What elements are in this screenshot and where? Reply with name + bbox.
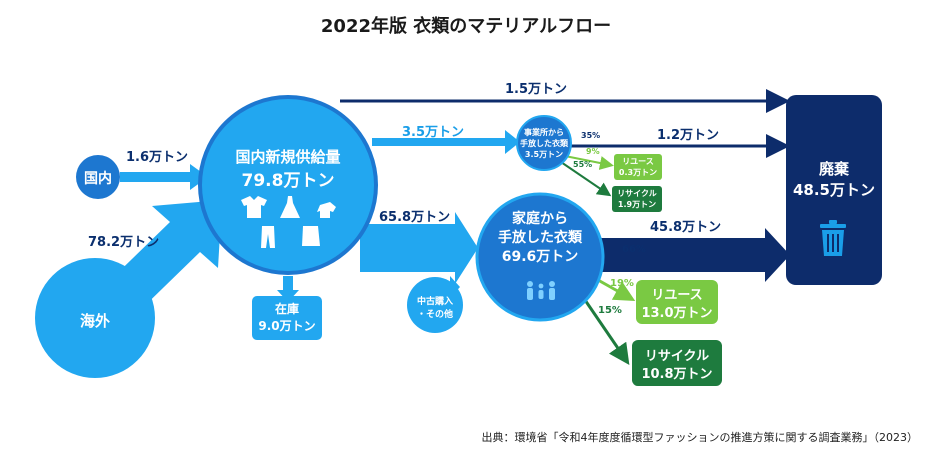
- flow-to-household: 65.8万トン: [379, 210, 451, 225]
- waste-value: 48.5万トン: [792, 181, 875, 199]
- business-line3: 3.5万トン: [524, 150, 564, 159]
- page-title: 2022年版 衣類のマテリアルフロー: [320, 16, 612, 37]
- pct-household-reuse: 19%: [610, 278, 634, 289]
- to-stock-arrow: [277, 276, 299, 302]
- reuse-small-node: [614, 154, 662, 180]
- business-line2: 手放した衣類: [520, 139, 568, 148]
- pct-household-waste: 66%: [622, 244, 646, 255]
- business-recycle-arrow: [557, 159, 612, 197]
- recycle-small-value: 1.9万トン: [617, 200, 657, 209]
- stock-value: 9.0万トン: [258, 319, 316, 333]
- reuse-value: 13.0万トン: [641, 306, 713, 321]
- household-recycle-arrow: [583, 299, 630, 365]
- source-note: 出典：環境省「令和4年度度循環型ファッションの推進方策に関する調査業務」（202…: [481, 431, 919, 444]
- supply-node: [198, 95, 378, 275]
- recycle-small-title: リサイクル: [617, 189, 657, 198]
- used-sub: ・その他: [416, 310, 453, 320]
- household-waste-arrow: [595, 228, 790, 282]
- household-line3: 69.6万トン: [501, 249, 579, 265]
- waste-node: [786, 95, 882, 285]
- reuse-node: [636, 280, 718, 324]
- waste-title: 廃棄: [818, 160, 849, 178]
- clothing-icon: [241, 196, 336, 248]
- flow-business-waste: 1.2万トン: [657, 128, 720, 143]
- recycle-title: リサイクル: [644, 349, 710, 364]
- business-node: [516, 115, 572, 171]
- domestic-node: [76, 155, 120, 199]
- household-node: [475, 192, 605, 322]
- domestic-in-arrow: [120, 164, 208, 190]
- pct-business-waste: 35%: [581, 131, 601, 140]
- household-line1: 家庭から: [512, 211, 568, 227]
- reuse-title: リユース: [651, 288, 703, 303]
- overseas-node: [35, 258, 155, 378]
- reuse-small-value: 0.3万トン: [618, 168, 658, 177]
- flow-household-waste: 45.8万トン: [650, 220, 722, 235]
- flow-overseas-in: 78.2万トン: [88, 235, 160, 250]
- flow-domestic-in: 1.6万トン: [126, 150, 189, 165]
- domestic-label: 国内: [84, 171, 112, 187]
- used-title: 中古購入: [416, 297, 453, 307]
- stock-node: [252, 296, 322, 340]
- supply-value: 79.8万トン: [241, 171, 335, 191]
- reuse-small-title: リユース: [622, 157, 654, 166]
- recycle-node: [632, 340, 722, 386]
- recycle-value: 10.8万トン: [641, 367, 713, 382]
- recycle-small-node: [612, 186, 662, 212]
- to-business-arrow: [372, 130, 520, 154]
- overseas-label: 海外: [79, 312, 110, 330]
- to-household-arrow: [360, 212, 478, 284]
- flow-direct-waste: 1.5万トン: [505, 82, 568, 97]
- pct-household-recycle: 15%: [598, 305, 622, 316]
- pct-business-recycle: 55%: [573, 160, 593, 169]
- flow-to-business: 3.5万トン: [402, 125, 465, 140]
- business-line1: 事業所から: [524, 128, 564, 137]
- supply-title: 国内新規供給量: [235, 148, 341, 166]
- family-icon: [527, 281, 555, 300]
- pct-business-reuse: 9%: [586, 147, 600, 156]
- stock-title: 在庫: [274, 302, 299, 316]
- household-line2: 手放した衣類: [498, 230, 582, 246]
- used-node: [407, 277, 463, 333]
- household-reuse-arrow: [597, 278, 636, 301]
